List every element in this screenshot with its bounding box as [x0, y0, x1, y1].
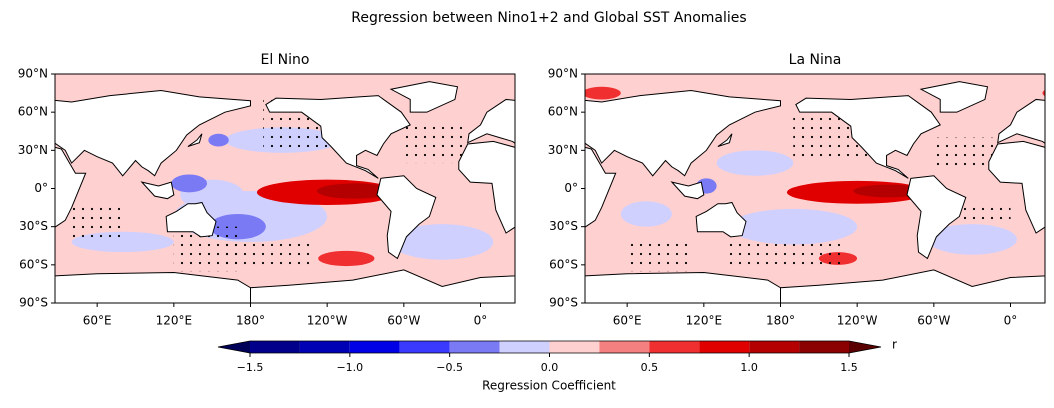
- y-tick-label: 90°S: [19, 296, 48, 310]
- colorbar-tick-label: 1.0: [740, 361, 758, 374]
- x-tick-label: 60°W: [917, 314, 950, 328]
- y-tick-label: 60°S: [549, 257, 578, 271]
- significance-stipple: [934, 138, 998, 170]
- y-tick-label: 60°N: [548, 105, 578, 119]
- colorbar-bin: [799, 341, 849, 353]
- significance-stipple: [225, 239, 314, 264]
- anomaly-region: [208, 134, 228, 147]
- anomaly-region: [318, 251, 374, 266]
- colorbar-bin: [599, 341, 649, 353]
- x-tick-label: 120°W: [837, 314, 878, 328]
- colorbar-label: Regression Coefficient: [482, 379, 616, 393]
- colorbar-bin: [450, 341, 500, 353]
- x-tick-label: 60°W: [387, 314, 420, 328]
- x-tick-label: 60°E: [613, 314, 642, 328]
- colorbar-tick-label: 0.5: [641, 361, 659, 374]
- anomaly-region: [717, 150, 794, 175]
- colorbar-bin: [550, 341, 600, 353]
- y-tick-label: 0°: [34, 181, 48, 195]
- x-tick-label: 120°W: [307, 314, 348, 328]
- anomaly-region: [582, 87, 620, 100]
- significance-stipple: [729, 239, 844, 264]
- significance-stipple: [72, 201, 123, 239]
- y-tick-label: 60°N: [18, 105, 48, 119]
- x-tick-label: 180°: [766, 314, 795, 328]
- y-tick-label: 90°N: [18, 67, 48, 81]
- y-tick-label: 30°N: [548, 143, 578, 157]
- colorbar-tick-label: −1.0: [336, 361, 363, 374]
- significance-stipple: [404, 125, 468, 163]
- x-tick-label: 0°: [474, 314, 488, 328]
- y-tick-label: 30°N: [18, 143, 48, 157]
- figure-title: Regression between Nino1+2 and Global SS…: [351, 10, 746, 26]
- x-tick-label: 120°E: [156, 314, 193, 328]
- y-tick-label: 0°: [564, 181, 578, 195]
- anomaly-region: [171, 175, 207, 193]
- colorbar-bin: [500, 341, 550, 353]
- y-tick-label: 30°S: [549, 219, 578, 233]
- anomaly-region: [621, 201, 672, 226]
- y-tick-label: 30°S: [19, 219, 48, 233]
- y-tick-label: 90°S: [549, 296, 578, 310]
- anomaly-region: [729, 209, 857, 245]
- colorbar-bin: [300, 341, 350, 353]
- panel-title: El Nino: [261, 52, 310, 68]
- colorbar-bin: [649, 341, 699, 353]
- panel-title: La Nina: [789, 52, 842, 68]
- x-tick-label: 180°: [236, 314, 265, 328]
- significance-stipple: [627, 239, 691, 271]
- colorbar-tick-label: −0.5: [436, 361, 463, 374]
- colorbar-tick-label: −1.5: [237, 361, 264, 374]
- colorbar-bin: [400, 341, 450, 353]
- y-tick-label: 60°S: [19, 257, 48, 271]
- colorbar-tick-label: 0.0: [541, 361, 559, 374]
- colorbar-bin: [749, 341, 799, 353]
- y-tick-label: 90°N: [548, 67, 578, 81]
- x-tick-label: 120°E: [686, 314, 723, 328]
- colorbar-bin: [250, 341, 300, 353]
- colorbar-tick-label: 1.5: [840, 361, 858, 374]
- colorbar-extend-low: [218, 341, 250, 353]
- colorbar-extend-high: [849, 341, 881, 353]
- colorbar-unit: r: [892, 338, 897, 352]
- colorbar-bin: [350, 341, 400, 353]
- colorbar-bin: [699, 341, 749, 353]
- x-tick-label: 0°: [1004, 314, 1018, 328]
- x-tick-label: 60°E: [83, 314, 112, 328]
